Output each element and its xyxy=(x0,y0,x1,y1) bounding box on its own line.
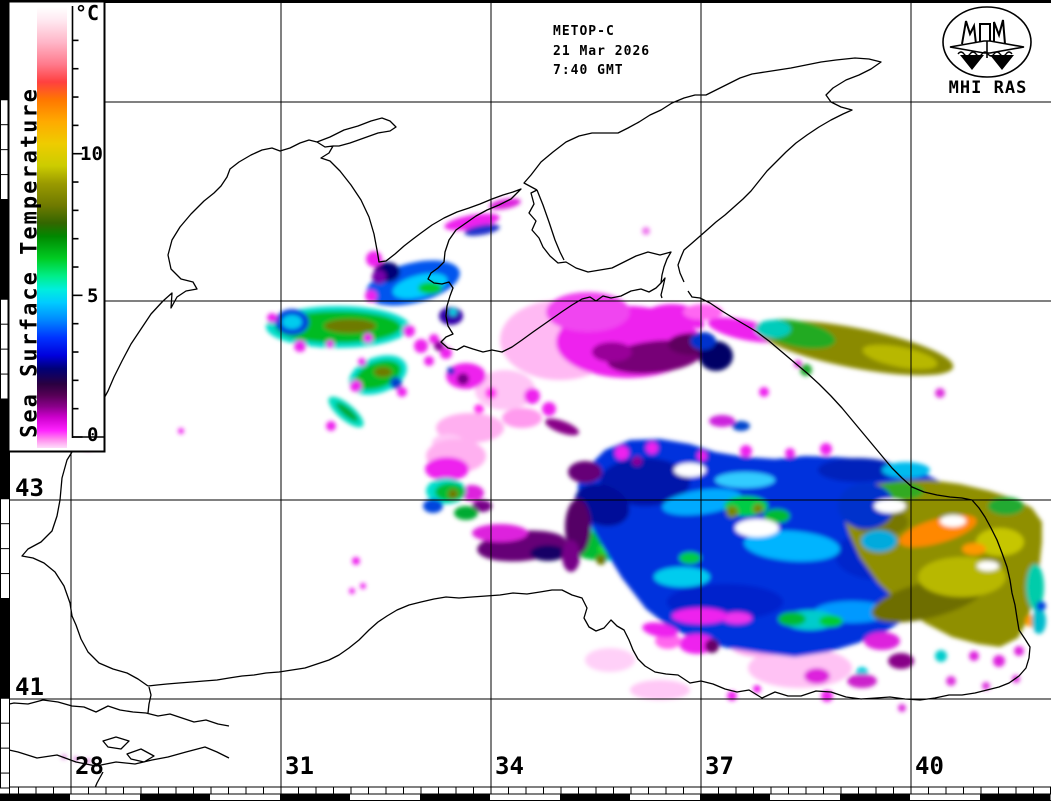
longitude-label-40: 40 xyxy=(915,752,944,780)
colorbar-tick-marks xyxy=(71,6,104,438)
emblem-sails-icon xyxy=(960,55,1014,70)
longitude-label-37: 37 xyxy=(705,752,734,780)
colorbar-title: Sea Surface Temperature xyxy=(17,87,43,438)
marmara-coast xyxy=(0,686,230,796)
colorbar xyxy=(7,0,106,453)
dnieper-estuary xyxy=(316,117,397,147)
top-border xyxy=(0,0,1051,3)
latitude-label-41: 41 xyxy=(15,673,44,701)
bottom-tick-row xyxy=(9,786,1051,795)
caucasus-anatolia-coast xyxy=(147,290,1031,701)
colorbar-gradient xyxy=(37,7,67,448)
emblem-circle-icon xyxy=(942,6,1032,78)
longitude-label-31: 31 xyxy=(285,752,314,780)
mhi-ras-emblem xyxy=(942,6,1032,78)
azov-sea-coast xyxy=(523,57,882,284)
emblem-letters-icon xyxy=(961,19,1006,45)
logo-label: MHI RAS xyxy=(948,78,1028,98)
satellite-label: METOP-C xyxy=(553,24,615,39)
longitude-label-34: 34 xyxy=(495,752,524,780)
latitude-label-43: 43 xyxy=(15,474,44,502)
colorbar-tick-0: 0 xyxy=(87,424,99,446)
colorbar-tick-10: 10 xyxy=(80,143,103,165)
colorbar-tick-5: 5 xyxy=(87,285,99,307)
time-label: 7:40 GMT xyxy=(553,63,624,78)
colorbar-unit: °C xyxy=(75,1,100,25)
date-label: 21 Mar 2026 xyxy=(553,44,651,59)
longitude-label-28: 28 xyxy=(75,752,104,780)
sst-field xyxy=(62,198,1046,763)
graticule-grid xyxy=(9,3,1051,787)
bottom-degree-bar xyxy=(0,793,1051,801)
